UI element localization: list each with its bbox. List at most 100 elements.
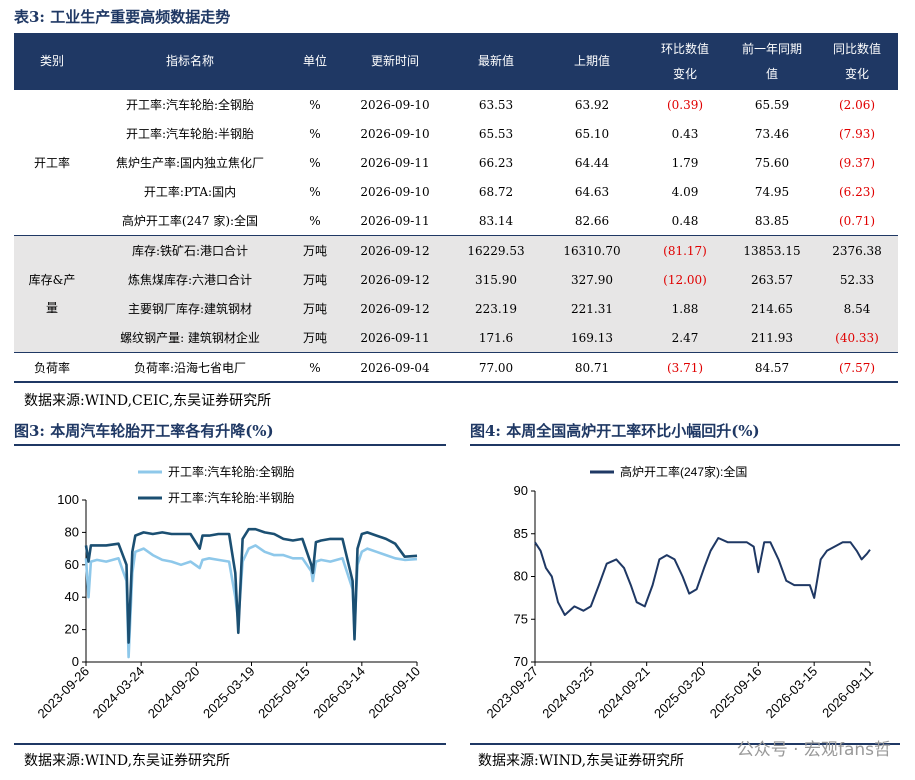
cell-yoy-base: 214.65 xyxy=(728,294,816,323)
cell-unit: 万吨 xyxy=(290,235,340,265)
x-tick-label: 2024-09-21 xyxy=(595,664,653,722)
cell-yoy: (40.33) xyxy=(816,323,898,353)
cell-yoy: 8.54 xyxy=(816,294,898,323)
y-tick-label: 80 xyxy=(514,569,528,584)
header-cell: 环比数值 变化 xyxy=(642,33,728,90)
cell-prev: 221.31 xyxy=(542,294,642,323)
cell-yoy-base: 83.85 xyxy=(754,213,790,228)
y-tick-label: 90 xyxy=(514,483,528,498)
cell-date: 2026-09-12 xyxy=(340,265,450,294)
header-cell: 最新值 xyxy=(450,33,542,90)
cell-prev: 82.66 xyxy=(574,213,610,228)
cell-latest: 315.90 xyxy=(450,265,542,294)
table-title: 表3: 工业生产重要高频数据走势 xyxy=(14,8,231,26)
cell-latest: 65.53 xyxy=(478,126,514,141)
cell-prev: 327.90 xyxy=(542,265,642,294)
series-line-0 xyxy=(534,537,871,616)
table-row: 开工率 开工率:汽车轮胎:全钢胎% 2026-09-10 63.53 63.92 (0.3… xyxy=(14,90,898,170)
x-tick-label: 2024-09-20 xyxy=(145,664,203,722)
cell-prev: 80.71 xyxy=(542,352,642,382)
y-tick-label: 70 xyxy=(514,654,528,669)
fig4-title: 图4: 本周全国高炉开工率环比小幅回升(%) xyxy=(470,422,760,440)
cell-unit: % xyxy=(309,184,321,199)
table-row: 开工率:汽车轮胎:半钢胎% 2026-09-10 65.53 65.10 0.43 73.… xyxy=(14,119,898,148)
header-cell: 更新时间 xyxy=(340,33,450,90)
y-tick-label: 60 xyxy=(65,557,79,572)
cell-mom: (12.00) xyxy=(642,265,728,294)
cell-mom: 1.88 xyxy=(642,294,728,323)
x-tick-label: 2023-09-27 xyxy=(483,664,541,722)
table-bottom-rule xyxy=(14,381,898,383)
x-tick-label: 2026-03-15 xyxy=(763,664,821,722)
cell-unit: % xyxy=(309,97,321,112)
x-tick-label: 2025-09-16 xyxy=(707,664,765,722)
cell-mom: (0.39) xyxy=(666,97,704,112)
header-cell: 单位 xyxy=(290,33,340,90)
series-line-1 xyxy=(84,527,418,644)
watermark: 公众号 · 宏观fans哲 xyxy=(736,740,891,760)
cell-name: 高炉开工率(247 家):全国 xyxy=(121,214,259,228)
cell-prev: 65.10 xyxy=(574,126,610,141)
table-source: 数据来源:WIND,CEIC,东吴证券研究所 xyxy=(24,393,272,409)
fig3-tire-chart: 0 20 40 60 80 100 2023-09-262024-03-242024-09-… xyxy=(34,464,423,722)
legend-label-1: 开工率:汽车轮胎:半钢胎 xyxy=(168,490,295,505)
series-line-0 xyxy=(84,544,418,659)
cell-latest: 171.6 xyxy=(450,323,542,353)
fig3-bottom-rule xyxy=(14,743,446,745)
header-cell: 类别 xyxy=(14,33,90,90)
cell-name: 主要钢厂库存:建筑钢材 xyxy=(90,294,290,323)
cell-name: 开工率:汽车轮胎:全钢胎 xyxy=(125,98,255,112)
cell-unit: % xyxy=(309,126,321,141)
category-cell: 负荷率 xyxy=(14,352,90,382)
cell-name: 开工率:汽车轮胎:半钢胎 xyxy=(125,127,255,141)
fig3-title: 图3: 本周汽车轮胎开工率各有升降(%) xyxy=(14,422,274,440)
cell-yoy: (2.06) xyxy=(838,97,876,112)
cell-name: 炼焦煤库存:六港口合计 xyxy=(90,265,290,294)
cell-yoy: (0.71) xyxy=(838,213,876,228)
cell-name: 开工率:PTA:国内 xyxy=(143,185,237,199)
x-tick-label: 2025-03-20 xyxy=(651,664,709,722)
legend-label-0: 高炉开工率(247家):全国 xyxy=(620,464,747,479)
cell-date: 2026-09-11 xyxy=(340,323,450,353)
table-row: 负荷率 负荷率:沿海七省电厂% 2026-09-04 77.00 80.71 (3.71)… xyxy=(14,352,898,382)
cell-yoy-base: 74.95 xyxy=(754,184,790,199)
table-row: 库存&产 量库存:铁矿石:港口合计 万吨 2026-09-12 16229.53 163… xyxy=(14,235,898,353)
y-tick-label: 75 xyxy=(514,611,528,626)
cell-yoy-base: 13853.15 xyxy=(728,235,816,265)
cell-yoy: 2376.38 xyxy=(816,235,898,265)
cell-date: 2026-09-10 xyxy=(360,97,430,112)
cell-unit: 万吨 xyxy=(290,265,340,294)
cell-latest: 63.53 xyxy=(478,97,514,112)
cell-yoy: 52.33 xyxy=(816,265,898,294)
y-tick-label: 20 xyxy=(65,622,79,637)
table-header-row: 类别 指标名称 单位 更新时间 最新值 上期值 环比数值 变化 前一年同期 值同比数值 变化 xyxy=(14,33,898,90)
cell-name: 焦炉生产率:国内独立焦化厂 xyxy=(115,156,265,170)
table-row: 焦炉生产率:国内独立焦化厂% 2026-09-11 66.23 64.44 1.79 75… xyxy=(14,148,898,177)
category-cell: 库存&产 量 xyxy=(14,235,90,353)
cell-unit: % xyxy=(309,155,321,170)
cell-yoy-base: 263.57 xyxy=(728,265,816,294)
x-tick-label: 2026-09-10 xyxy=(365,664,423,722)
fig3-source: 数据来源:WIND,东吴证券研究所 xyxy=(24,753,231,769)
cell-date: 2026-09-12 xyxy=(340,294,450,323)
cell-date: 2026-09-04 xyxy=(340,352,450,382)
cell-mom: 2.47 xyxy=(642,323,728,353)
legend-label-0: 开工率:汽车轮胎:全钢胎 xyxy=(168,464,295,479)
cell-latest: 77.00 xyxy=(450,352,542,382)
cell-yoy: (7.57) xyxy=(816,352,898,382)
x-tick-label: 2024-03-24 xyxy=(90,664,148,722)
cell-yoy-base: 73.46 xyxy=(754,126,790,141)
cell-date: 2026-09-11 xyxy=(360,213,430,228)
x-tick-label: 2026-09-11 xyxy=(819,664,876,721)
cell-date: 2026-09-10 xyxy=(360,184,430,199)
y-tick-label: 0 xyxy=(72,654,79,669)
cell-latest: 223.19 xyxy=(450,294,542,323)
cell-unit: % xyxy=(309,213,321,228)
cell-mom: (3.71) xyxy=(642,352,728,382)
header-cell: 上期值 xyxy=(542,33,642,90)
y-tick-label: 40 xyxy=(65,589,79,604)
cell-prev: 63.92 xyxy=(574,97,610,112)
cell-prev: 16310.70 xyxy=(542,235,642,265)
cell-yoy-base: 211.93 xyxy=(728,323,816,353)
header-cell: 同比数值 变化 xyxy=(816,33,898,90)
